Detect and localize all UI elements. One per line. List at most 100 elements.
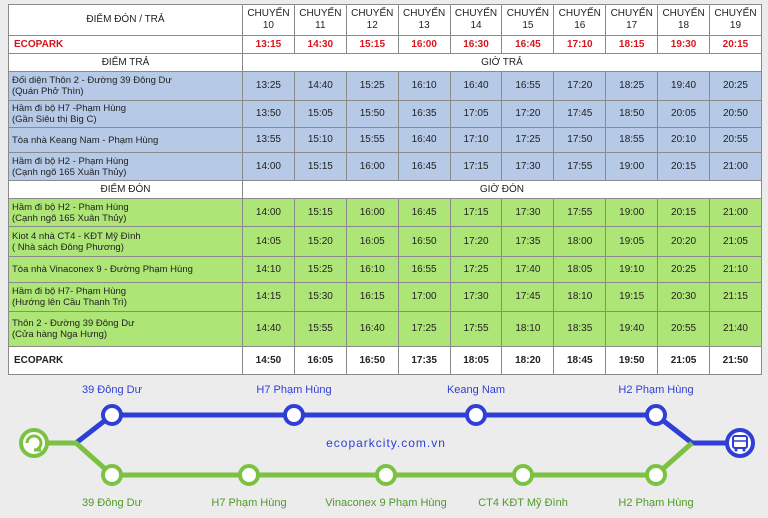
time-cell: 16:35	[397, 100, 451, 128]
time-cell: 20:20	[657, 226, 711, 257]
bottom-stop-label: CT4 KĐT Mỹ Đình	[478, 497, 568, 509]
time-cell: 16:40	[345, 311, 399, 347]
stop-row: Hầm đi bộ H7 -Phạm Hùng (Gần Siêu thị Big…	[8, 100, 762, 128]
time-cell: 20:25	[709, 71, 762, 101]
time-cell: 13:50	[242, 100, 295, 128]
stop-row: Tòa nhà Vinaconex 9 - Đường Phạm Hùng 14:…	[8, 256, 762, 283]
time-cell: 16:05	[345, 226, 399, 257]
time-cell: 16:00	[397, 35, 451, 54]
time-cell: 18:50	[605, 100, 659, 128]
time-cell: 15:15	[293, 198, 347, 227]
time-cell: 16:10	[345, 256, 399, 283]
time-cell: 20:25	[657, 256, 711, 283]
pickup-rows: Hầm đi bộ H2 - Phạm Hùng (Cạnh ngõ 165 Xu…	[8, 198, 762, 347]
stop-marker	[101, 464, 123, 486]
stop-name-cell: Hầm đi bộ H7 -Phạm Hùng (Gần Siêu thị Big…	[8, 100, 243, 128]
departure-stop-name: ECOPARK	[8, 35, 243, 54]
top-stop-label: H2 Phạm Hùng	[618, 384, 693, 396]
time-cell: 16:05	[293, 346, 347, 375]
stop-row: Hầm đi bộ H2 - Phạm Hùng (Cạnh ngõ 165 Xu…	[8, 152, 762, 181]
time-cell: 16:45	[397, 198, 451, 227]
time-cell: 17:15	[449, 198, 503, 227]
time-cell: 19:10	[605, 256, 659, 283]
time-cell: 18:55	[605, 127, 659, 153]
time-cell: 17:30	[449, 282, 503, 312]
time-cell: 18:05	[449, 346, 503, 375]
stop-note: (Gần Siêu thị Big C)	[12, 114, 97, 125]
website-label: ecoparkcity.com.vn	[326, 436, 446, 450]
time-cell: 17:35	[397, 346, 451, 375]
time-cell: 17:45	[553, 100, 607, 128]
time-cell: 20:15	[657, 198, 711, 227]
time-cell: 14:30	[293, 35, 347, 54]
time-cell: 16:15	[345, 282, 399, 312]
trip-label: CHUYẾN	[610, 8, 653, 19]
time-cell: 16:10	[397, 71, 451, 101]
bottom-stop-label: H7 Phạm Hùng	[211, 497, 286, 509]
stop-note: (Cửa hàng Nga Hưng)	[12, 329, 108, 340]
stop-marker	[465, 404, 487, 426]
stop-row: Đối diện Thôn 2 - Đường 39 Đông Dư (Quán …	[8, 71, 762, 101]
time-cell: 15:50	[345, 100, 399, 128]
time-cell: 18:15	[605, 35, 659, 54]
stop-name: Kiot 4 nhà CT4 - KĐT Mỹ Đình	[12, 230, 141, 242]
time-cell: 17:00	[397, 282, 451, 312]
time-cell: 21:50	[709, 346, 762, 375]
time-cell: 19:00	[605, 152, 659, 181]
time-cell: 21:40	[709, 311, 762, 347]
time-cell: 15:55	[345, 127, 399, 153]
trip-label: CHUYẾN	[454, 8, 498, 19]
time-cell: 15:15	[293, 152, 347, 181]
trip-header: CHUYẾN 10	[242, 4, 295, 36]
stop-marker	[375, 464, 397, 486]
time-cell: 17:30	[501, 152, 555, 181]
time-cell: 18:10	[553, 282, 607, 312]
time-cell: 15:55	[293, 311, 347, 347]
trip-label: CHUYẾN	[351, 8, 394, 19]
time-cell: 15:15	[345, 35, 399, 54]
trip-number: 11	[315, 20, 326, 31]
time-cell: 14:10	[242, 256, 295, 283]
stop-name: Hầm đi bộ H7- Phạm Hùng	[12, 286, 127, 297]
pickup-time-label: GIỜ ĐÓN	[242, 180, 762, 199]
time-cell: 17:20	[553, 71, 607, 101]
time-cell: 19:15	[605, 282, 659, 312]
header-row: ĐIỂM ĐÓN / TRẢ CHUYẾN 10 CHUYẾN 11 CHUYẾN 1…	[8, 4, 762, 36]
time-cell: 17:25	[397, 311, 451, 347]
time-cell: 13:55	[242, 127, 295, 153]
dropoff-stop-label: ĐIỂM TRẢ	[8, 53, 243, 72]
stop-note: ( Nhà sách Đông Phương)	[12, 241, 124, 253]
stop-row: Kiot 4 nhà CT4 - KĐT Mỹ Đình( Nhà sách Đ…	[8, 226, 762, 257]
schedule-table-wrapper: ĐIỂM ĐÓN / TRẢ CHUYẾN 10 CHUYẾN 11 CHUYẾN 1…	[8, 4, 762, 375]
stop-name: Tòa nhà Keang Nam - Phạm Hùng	[12, 134, 159, 146]
pickup-stop-label: ĐIỂM ĐÓN	[8, 180, 243, 199]
time-cell: 14:15	[242, 282, 295, 312]
stop-name-cell: Tòa nhà Keang Nam - Phạm Hùng	[8, 127, 243, 153]
stop-name: Hầm đi bộ H7 -Phạm Hùng	[12, 103, 127, 114]
time-cell: 19:40	[657, 71, 711, 101]
time-cell: 16:45	[397, 152, 451, 181]
time-cell: 17:25	[449, 256, 503, 283]
time-cell: 15:30	[293, 282, 347, 312]
time-cell: 14:40	[242, 311, 295, 347]
time-cell: 18:10	[501, 311, 555, 347]
stop-name-cell: Hầm đi bộ H2 - Phạm Hùng (Cạnh ngõ 165 Xu…	[8, 152, 243, 181]
trip-header: CHUYẾN 16	[553, 4, 607, 36]
time-cell: 17:15	[449, 152, 503, 181]
top-stop-label: H7 Phạm Hùng	[256, 384, 331, 396]
trip-number: 18	[678, 20, 690, 31]
time-cell: 20:55	[657, 311, 711, 347]
time-cell: 20:55	[709, 127, 762, 153]
trip-label: CHUYẾN	[403, 8, 446, 19]
time-cell: 20:50	[709, 100, 762, 128]
ecopark-logo-icon	[19, 428, 49, 458]
top-stop-label: 39 Đông Dư	[82, 384, 143, 396]
time-cell: 21:00	[709, 198, 762, 227]
time-cell: 14:00	[242, 152, 295, 181]
time-cell: 18:00	[553, 226, 607, 257]
time-cell: 15:10	[293, 127, 347, 153]
time-cell: 18:25	[605, 71, 659, 101]
time-cell: 17:35	[501, 226, 555, 257]
route-map: 39 Đông Dư H7 Phạm Hùng Keang Nam H2 Phạ…	[19, 384, 755, 509]
time-cell: 19:00	[605, 198, 659, 227]
